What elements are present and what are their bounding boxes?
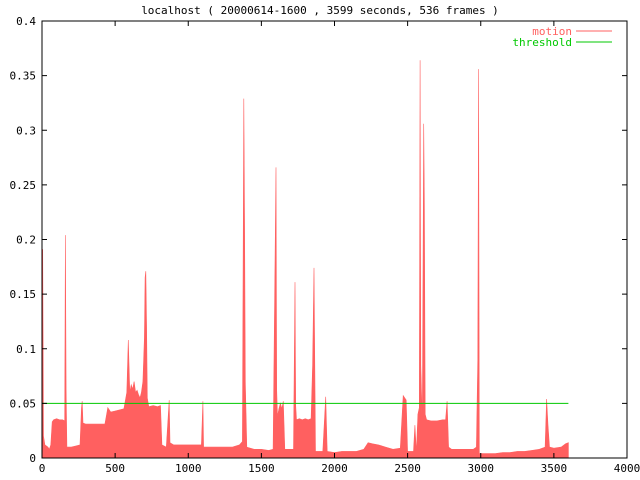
plot-area: [41, 60, 569, 459]
y-tick-label: 0.3: [16, 124, 36, 137]
x-tick-label: 0: [39, 462, 46, 475]
x-tick-label: 2500: [394, 462, 421, 475]
x-tick-label: 1000: [175, 462, 202, 475]
y-tick-label: 0.4: [16, 15, 36, 28]
y-tick-label: 0.25: [10, 179, 37, 192]
legend-label-threshold: threshold: [512, 36, 572, 49]
x-tick-label: 3500: [541, 462, 568, 475]
y-tick-label: 0.1: [16, 343, 36, 356]
x-tick-label: 4000: [614, 462, 640, 475]
axes: 0 500 1000 1500 2000 2500 3000 3500 4000 0 0.05 0.1…: [10, 15, 640, 475]
y-tick-label: 0.05: [10, 397, 37, 410]
y-tick-label: 0.2: [16, 234, 36, 247]
x-tick-label: 3000: [468, 462, 495, 475]
y-tick-label: 0: [29, 452, 36, 465]
x-tick-label: 1500: [248, 462, 275, 475]
y-tick-label: 0.35: [10, 70, 37, 83]
x-tick-label: 2000: [321, 462, 348, 475]
legend-label-motion: motion: [532, 25, 572, 38]
y-tick-label: 0.15: [10, 288, 37, 301]
chart-title: localhost ( 20000614-1600 , 3599 seconds…: [141, 4, 499, 17]
x-tick-label: 500: [105, 462, 125, 475]
